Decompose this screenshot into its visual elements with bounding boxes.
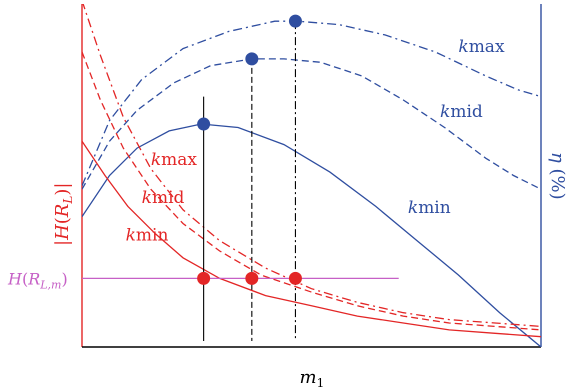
left-y-axis-label: |H(RL)|: [52, 183, 75, 246]
series-label-blue-kmid: kmid: [440, 102, 483, 122]
markers: [197, 14, 302, 285]
series-label-red-kmin: kmin: [126, 226, 169, 246]
impedance-kmid-line: [82, 51, 541, 331]
right-y-axis-label: η (%): [547, 152, 568, 200]
guides: [82, 21, 399, 341]
text-labels: kmax kmid kmin kmax kmid kmin m1 H(RL,m) |H(RL)|…: [7, 37, 568, 389]
impedance-point-kmin: [197, 271, 211, 285]
impedance-kmin-line: [82, 140, 541, 338]
efficiency-kmin-line: [82, 123, 541, 347]
impedance-point-kmid: [245, 271, 259, 285]
impedance-kmax-line: [82, 4, 541, 328]
impedance-point-kmax: [288, 271, 302, 285]
series-label-red-kmid: kmid: [142, 188, 185, 208]
efficiency-kmid-line: [82, 58, 541, 190]
series-label-red-kmax: kmax: [151, 150, 198, 170]
series-label-blue-kmax: kmax: [458, 37, 505, 57]
efficiency-peak-kmax: [288, 14, 302, 28]
hline-label: H(RL,m): [7, 269, 68, 291]
efficiency-peak-kmid: [245, 52, 259, 66]
x-axis-label: m1: [300, 367, 325, 389]
axes: [81, 4, 542, 348]
series-label-blue-kmin: kmin: [408, 198, 451, 218]
efficiency-peak-kmin: [197, 117, 211, 131]
